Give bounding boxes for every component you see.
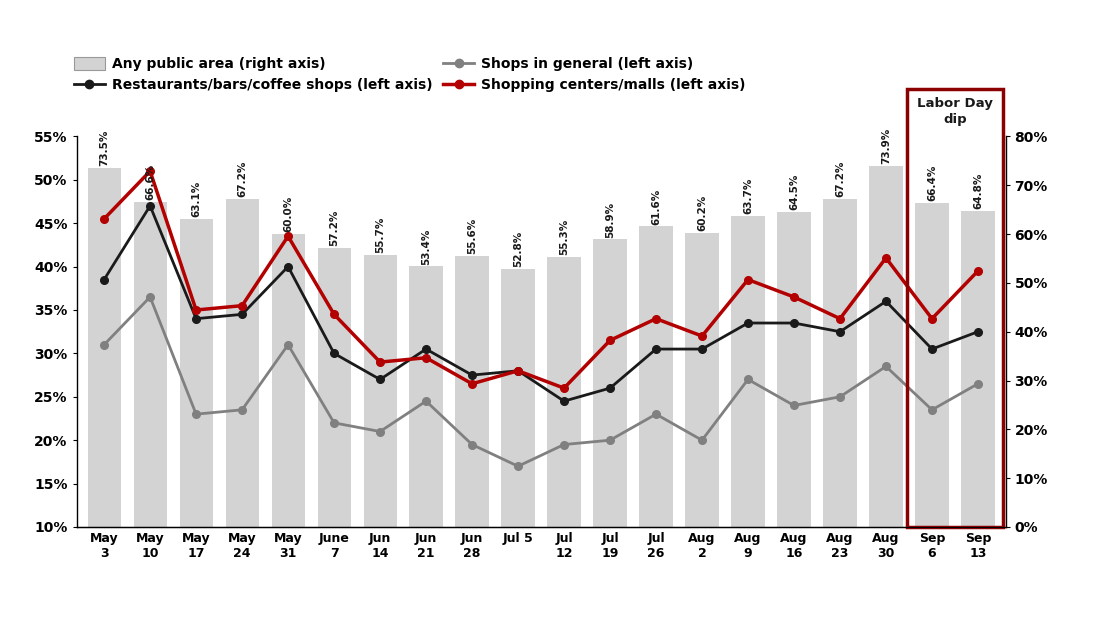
Bar: [907, 89, 1002, 527]
Text: 64.5%: 64.5%: [789, 174, 799, 210]
Bar: [685, 233, 718, 527]
Text: 60.2%: 60.2%: [697, 195, 707, 231]
Bar: [869, 166, 903, 527]
Bar: [364, 255, 397, 527]
Bar: [271, 234, 305, 527]
Text: 52.8%: 52.8%: [513, 231, 524, 267]
Text: 64.8%: 64.8%: [973, 172, 983, 209]
Bar: [916, 203, 949, 527]
Bar: [456, 255, 489, 527]
Text: 53.4%: 53.4%: [421, 228, 431, 265]
Bar: [133, 202, 166, 527]
Bar: [179, 219, 213, 527]
Bar: [502, 269, 534, 527]
Text: 66.4%: 66.4%: [927, 165, 937, 201]
Bar: [777, 212, 811, 527]
Text: 67.2%: 67.2%: [237, 161, 247, 197]
Text: 61.6%: 61.6%: [651, 188, 661, 224]
Bar: [731, 216, 765, 527]
Bar: [823, 199, 857, 527]
Bar: [410, 266, 443, 527]
Text: Labor Day
dip: Labor Day dip: [917, 97, 992, 126]
Bar: [962, 211, 995, 527]
Bar: [225, 199, 259, 527]
Text: 58.9%: 58.9%: [606, 202, 615, 237]
Text: 63.1%: 63.1%: [191, 181, 201, 217]
Text: 66.6%: 66.6%: [145, 164, 155, 200]
Bar: [593, 239, 626, 527]
Text: 63.7%: 63.7%: [743, 178, 753, 215]
Bar: [317, 248, 351, 527]
Text: 67.2%: 67.2%: [835, 161, 845, 197]
Text: 57.2%: 57.2%: [329, 210, 339, 246]
Text: 55.7%: 55.7%: [375, 217, 385, 254]
Bar: [548, 257, 580, 527]
Legend: Any public area (right axis), Restaurants/bars/coffee shops (left axis), Shops i: Any public area (right axis), Restaurant…: [74, 58, 745, 92]
Text: 73.9%: 73.9%: [881, 128, 891, 164]
Text: 73.5%: 73.5%: [99, 130, 109, 166]
Text: 55.6%: 55.6%: [467, 218, 477, 254]
Bar: [87, 168, 120, 527]
Text: 55.3%: 55.3%: [559, 219, 569, 255]
Text: 60.0%: 60.0%: [283, 196, 293, 232]
Bar: [639, 226, 672, 527]
